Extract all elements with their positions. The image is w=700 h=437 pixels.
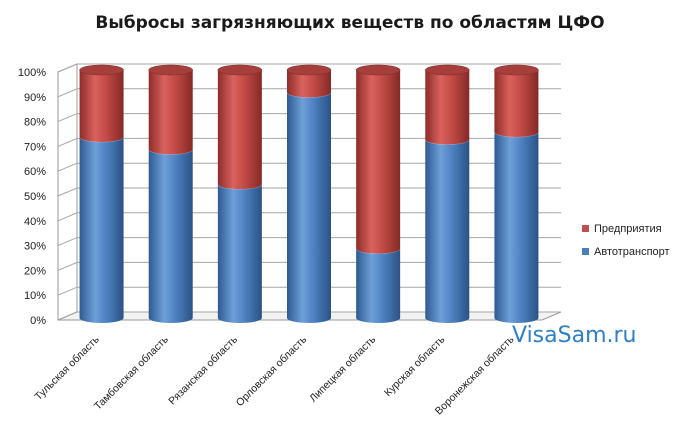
bars	[79, 64, 539, 324]
watermark-text: VisaSam.ru	[512, 323, 636, 348]
legend-label-predpriyatiya: Предприятия	[594, 223, 662, 235]
bar-top-cap	[217, 64, 263, 76]
bar-segment-predpriyatiya	[425, 70, 470, 145]
legend: Предприятия Автотранспорт	[582, 223, 670, 258]
bar-top-cap	[355, 64, 401, 76]
bar-segment-predpriyatiya	[148, 70, 193, 155]
bar-group	[355, 64, 401, 324]
bar-group	[424, 64, 470, 324]
y-tick-label: 90%	[24, 92, 46, 104]
legend-swatch-predpriyatiya	[582, 225, 589, 232]
bar-group	[493, 64, 539, 323]
x-tick-label: Тульская область	[33, 333, 103, 403]
bar-segment-predpriyatiya	[217, 70, 262, 190]
x-tick-label: Тамбовская область	[92, 333, 171, 412]
bar-segment-avtotransport	[494, 132, 539, 323]
bar-group	[148, 64, 194, 323]
legend-label-avtotransport: Автотранспорт	[594, 246, 670, 258]
bar-group	[286, 64, 332, 323]
bar-top-cap	[494, 64, 539, 76]
bar-segment-avtotransport	[287, 92, 331, 323]
bar-top-cap	[148, 64, 193, 76]
bar-group	[79, 64, 125, 324]
y-tick-label: 60%	[24, 166, 46, 178]
x-tick-label: Липецкая область	[307, 333, 378, 404]
y-tick-label: 70%	[24, 141, 46, 153]
gridline	[57, 63, 561, 73]
chart-title: Выбросы загрязняющих веществ по областям…	[95, 13, 604, 33]
bar-top-cap	[79, 64, 124, 76]
y-tick-label: 80%	[24, 117, 46, 129]
y-axis: 0% 10% 20% 30% 40% 50% 60% 70% 80% 90% 100%	[18, 67, 59, 327]
x-tick-label: Рязанская область	[166, 333, 240, 407]
y-tick-label: 100%	[18, 67, 46, 79]
bar-segment-predpriyatiya	[79, 70, 124, 142]
y-tick-label: 40%	[24, 216, 46, 228]
x-tick-label: Орловская область	[234, 333, 310, 409]
bar-segment-avtotransport	[217, 184, 262, 324]
legend-swatch-avtotransport	[582, 248, 589, 255]
bar-segment-avtotransport	[356, 248, 401, 324]
bar-top-cap	[286, 64, 332, 76]
y-tick-label: 50%	[24, 191, 46, 203]
bar-segment-avtotransport	[79, 136, 124, 324]
bar-segment-predpriyatiya	[356, 70, 401, 254]
y-tick-label: 0%	[30, 315, 46, 327]
y-tick-label: 10%	[24, 290, 46, 302]
x-tick-label: Воронежская область	[433, 333, 517, 417]
y-tick-label: 30%	[24, 241, 46, 253]
bar-group	[217, 64, 263, 324]
bar-segment-avtotransport	[425, 139, 470, 324]
x-tick-label: Курская область	[382, 333, 448, 399]
bar-top-cap	[425, 64, 470, 76]
bar-segment-predpriyatiya	[287, 70, 331, 98]
bar-segment-predpriyatiya	[494, 70, 539, 137]
bar-segment-avtotransport	[148, 149, 193, 323]
y-tick-label: 20%	[24, 265, 46, 277]
